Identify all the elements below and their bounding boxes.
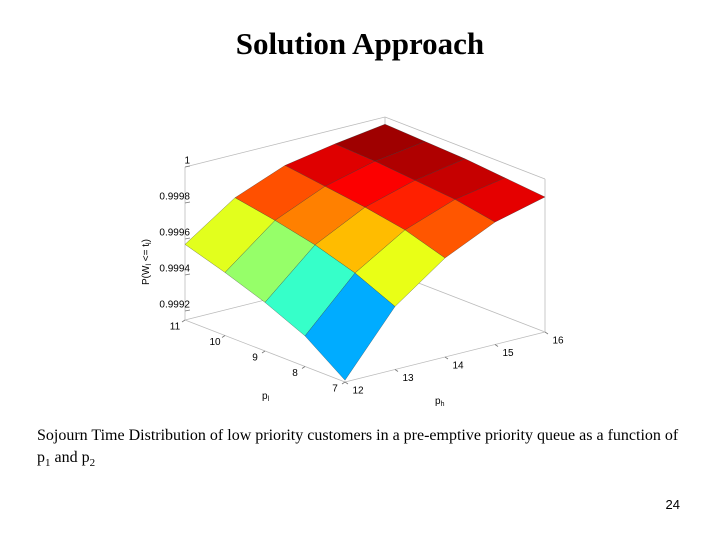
- y-tick-label: 14: [452, 361, 464, 372]
- y-tick-mark: [394, 369, 399, 372]
- subscript: l: [268, 396, 270, 403]
- caption: Sojourn Time Distribution of low priorit…: [37, 425, 687, 474]
- z-tick-mark: [184, 273, 191, 276]
- z-tick-label: 0.9996: [159, 228, 190, 239]
- caption-text: and p: [50, 449, 90, 466]
- label-part: p: [435, 396, 441, 407]
- z-axis-label: P(Wl <= tl): [141, 239, 153, 285]
- surface-chart: 0.9992 0.9994 0.9996 0.9998 1 7 8 9 10 11 12 13 14 15…: [141, 116, 564, 408]
- x-tick-label: 11: [170, 322, 181, 333]
- y-tick-mark: [344, 381, 349, 385]
- x-tick-label: 10: [209, 337, 221, 348]
- z-tick-label: 0.9994: [159, 264, 190, 275]
- x-tick-label: 7: [332, 384, 338, 395]
- page-number: 24: [665, 497, 680, 512]
- subscript: l: [146, 264, 153, 266]
- y-axis-label: ph: [435, 396, 445, 408]
- z-tick-mark: [184, 201, 191, 204]
- x-tick-mark: [301, 366, 306, 369]
- y-tick-label: 16: [552, 336, 564, 347]
- x-tick-mark: [341, 381, 346, 385]
- x-tick-label: 8: [292, 368, 298, 379]
- caption-text: Sojourn Time Distribution of low priorit…: [37, 427, 679, 466]
- x-axis-label: pl: [262, 391, 270, 403]
- axis-box-line: [184, 116, 386, 168]
- label-part: ): [141, 239, 152, 242]
- subscript: h: [441, 401, 445, 408]
- label-part: <= t: [141, 244, 152, 264]
- surface-patch: [304, 272, 396, 381]
- label-part: p: [262, 391, 268, 402]
- z-tick-mark: [184, 309, 191, 312]
- y-tick-label: 12: [352, 386, 364, 397]
- x-tick-mark: [261, 350, 266, 354]
- caption-subscript: 1: [45, 457, 51, 470]
- label-part: P(W: [141, 265, 152, 285]
- z-tick-label: 0.9992: [159, 300, 190, 311]
- x-tick-label: 9: [252, 353, 258, 364]
- z-tick-mark: [184, 237, 191, 240]
- x-tick-mark: [181, 319, 186, 323]
- z-tick-mark: [184, 165, 191, 168]
- y-tick-label: 15: [502, 348, 514, 359]
- x-tick-mark: [221, 335, 226, 338]
- y-tick-label: 13: [402, 373, 414, 384]
- y-tick-mark: [494, 344, 499, 347]
- y-tick-mark: [444, 356, 449, 360]
- caption-subscript: 2: [89, 457, 96, 470]
- slide-title: Solution Approach: [235, 26, 485, 61]
- y-tick-mark: [544, 331, 549, 335]
- z-tick-label: 1: [184, 156, 190, 167]
- z-tick-label: 0.9998: [159, 192, 190, 203]
- axis-box-line: [384, 116, 546, 180]
- subscript: l: [146, 242, 153, 244]
